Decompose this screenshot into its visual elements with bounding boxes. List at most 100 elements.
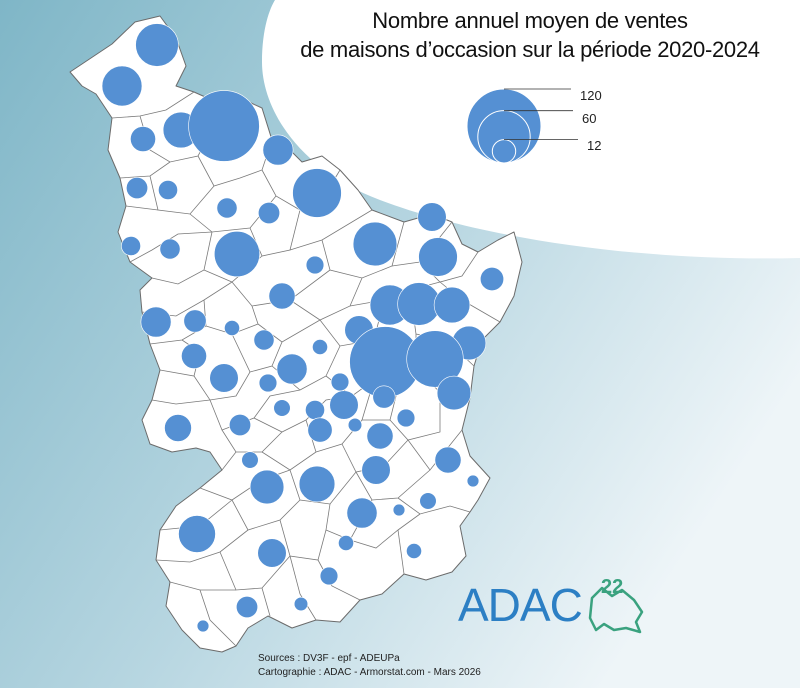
commune-border: [151, 399, 211, 405]
sales-bubble: [436, 375, 472, 411]
sales-bubble: [130, 126, 156, 152]
sales-bubble: [366, 422, 394, 450]
sources-line-2: Cartographie : ADAC - Armorstat.com - Ma…: [258, 667, 481, 678]
sales-bubble: [135, 23, 179, 67]
sales-bubble: [338, 535, 354, 551]
legend-label-60: 60: [582, 111, 597, 126]
commune-border: [397, 497, 471, 515]
sales-bubble: [121, 236, 141, 256]
sales-bubble: [319, 566, 339, 586]
sales-bubble: [140, 306, 172, 338]
sales-bubble: [276, 353, 308, 385]
sales-bubble: [312, 339, 328, 355]
sales-bubble: [305, 255, 325, 275]
legend-bubbles: [466, 88, 578, 164]
sales-bubble: [372, 385, 396, 409]
sales-bubble: [298, 465, 336, 503]
commune-border: [205, 305, 259, 335]
commune-border: [231, 499, 301, 531]
sales-bubble: [183, 309, 207, 333]
title-line-2: de maisons d’occasion sur la période 202…: [300, 37, 760, 62]
sales-bubble: [273, 399, 291, 417]
commune-border: [289, 277, 363, 321]
commune-border: [389, 392, 441, 441]
commune-border: [199, 589, 237, 647]
commune-border: [289, 209, 373, 251]
sales-bubble: [352, 221, 398, 267]
sales-bubble: [466, 474, 480, 488]
commune-border: [317, 559, 361, 601]
commune-border: [349, 513, 421, 549]
logo-text: ADAC: [458, 579, 583, 631]
commune-border: [155, 529, 249, 563]
sales-bubble: [257, 202, 280, 225]
sales-bubble: [346, 497, 378, 529]
sales-bubble: [418, 237, 458, 277]
commune-border: [355, 469, 431, 501]
sales-bubble: [101, 65, 143, 107]
sales-bubble: [224, 320, 240, 336]
sales-bubble: [253, 329, 275, 351]
sales-bubble: [229, 413, 252, 436]
sales-bubble: [262, 134, 294, 166]
sales-bubble: [307, 417, 333, 443]
commune-border: [261, 587, 271, 617]
sales-bubble: [293, 596, 309, 612]
sales-bubble: [396, 408, 416, 428]
sales-bubble: [126, 177, 149, 200]
sales-bubble: [392, 503, 406, 517]
commune-border: [197, 139, 273, 187]
logo-shape: [588, 586, 644, 634]
legend-bubble-120: [466, 88, 542, 164]
sales-bubble: [241, 451, 259, 469]
commune-border: [193, 333, 251, 401]
commune-border: [219, 551, 291, 591]
legend-label-120: 120: [580, 88, 602, 103]
commune-border: [397, 529, 405, 575]
sales-bubble: [305, 400, 325, 420]
sales-bubble: [479, 266, 504, 291]
sales-bubble: [158, 180, 178, 200]
sales-bubbles: [101, 23, 504, 633]
commune-border: [111, 91, 195, 119]
sales-bubble: [361, 455, 391, 485]
sales-bubble: [268, 282, 296, 310]
sales-bubble: [434, 446, 462, 474]
sales-bubble: [417, 202, 447, 232]
sales-bubble: [159, 238, 181, 260]
sources-line-1: Sources : DV3F - epf - ADEUPa: [258, 653, 400, 664]
sales-bubble: [209, 363, 239, 393]
sales-bubble: [196, 619, 210, 633]
sales-bubble: [178, 515, 216, 553]
commune-border: [279, 519, 327, 561]
sales-bubble: [406, 543, 422, 559]
sales-bubble: [406, 330, 464, 388]
commune-border: [151, 231, 213, 285]
sales-bubble: [257, 538, 287, 568]
logo-number: 22: [601, 576, 624, 598]
commune-border: [125, 205, 159, 211]
sales-bubble: [419, 492, 437, 510]
sales-bubble: [347, 417, 363, 433]
sales-bubble: [214, 231, 261, 278]
sales-bubble: [164, 414, 192, 442]
sales-bubble: [236, 595, 259, 618]
legend-label-12: 12: [587, 138, 602, 153]
sales-bubble: [329, 390, 359, 420]
sales-bubble: [433, 286, 471, 324]
sales-bubble: [216, 197, 238, 219]
sales-bubble: [330, 372, 350, 392]
commune-border: [149, 175, 215, 215]
sales-bubble: [249, 469, 285, 505]
map-title: Nombre annuel moyen de ventes de maisons…: [262, 6, 798, 64]
commune-border: [149, 299, 207, 345]
title-line-1: Nombre annuel moyen de ventes: [372, 8, 688, 33]
commune-border: [289, 555, 317, 621]
sources-block: Sources : DV3F - epf - ADEUPa Cartograph…: [258, 652, 481, 680]
sales-bubble: [258, 373, 278, 393]
sales-bubble: [292, 168, 342, 218]
sales-bubble: [188, 90, 260, 162]
sales-bubble: [181, 343, 207, 369]
